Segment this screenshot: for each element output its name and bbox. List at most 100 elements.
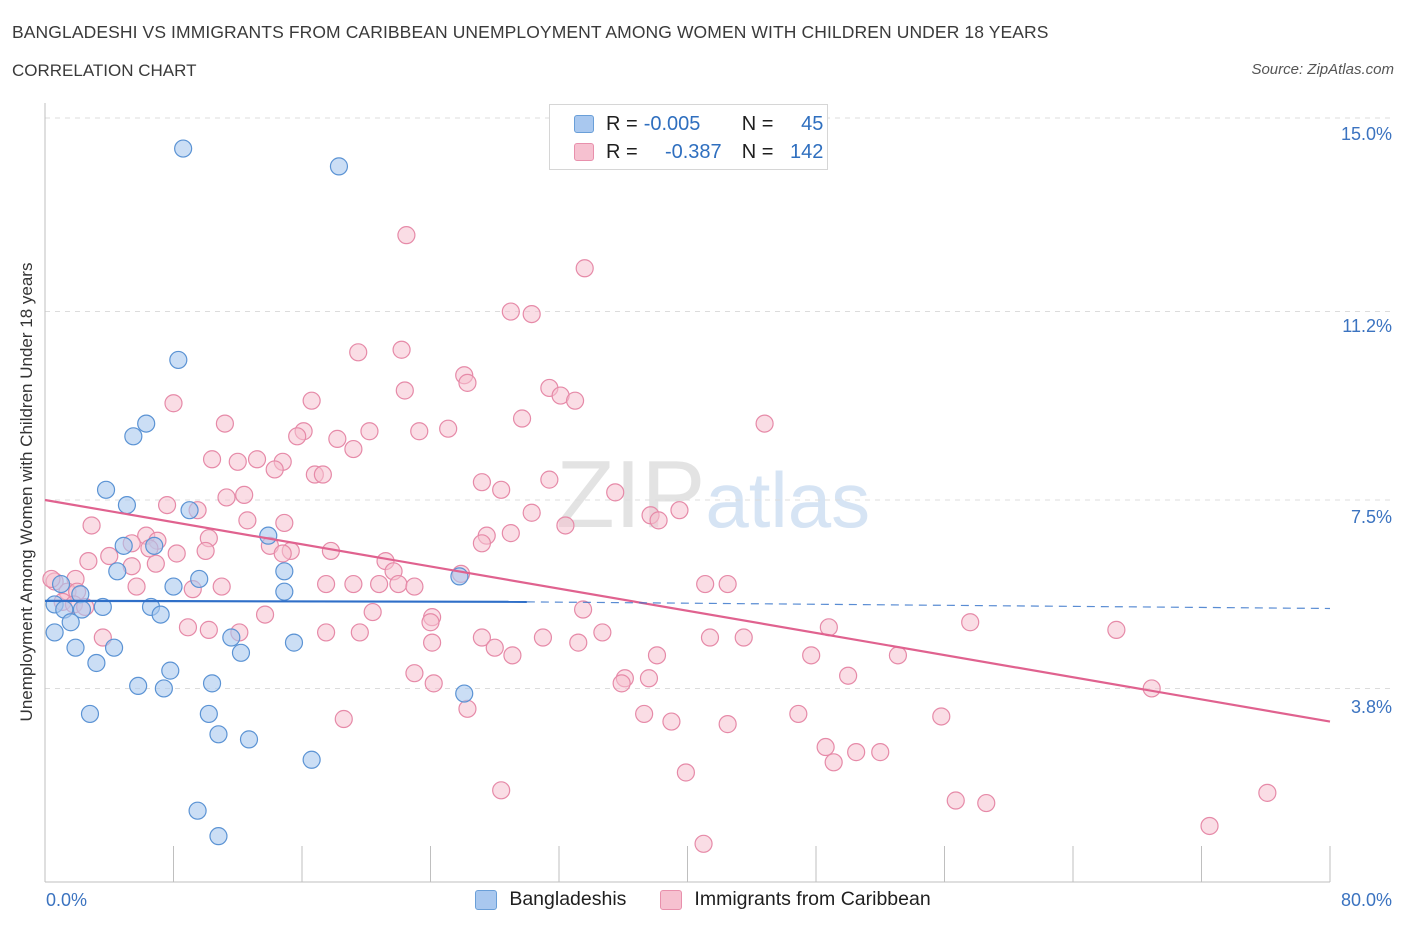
caribbean-point <box>421 613 440 632</box>
caribbean-point <box>492 480 511 499</box>
caribbean-point <box>977 793 996 813</box>
caribbean-point <box>146 554 165 573</box>
bangladeshi-point <box>154 679 173 698</box>
legend-r-label: R = <box>606 140 638 163</box>
bangladeshi-point <box>104 638 124 657</box>
x-tick-max: 80.0% <box>1340 890 1392 910</box>
chart-title: BANGLADESHI VS IMMIGRANTS FROM CARIBBEAN… <box>12 22 1049 42</box>
caribbean-point <box>932 707 951 726</box>
caribbean-point <box>439 419 458 438</box>
bangladeshi-point <box>164 577 183 596</box>
caribbean-point <box>569 633 588 652</box>
y-tick-11-2: 11.2% <box>1342 316 1392 336</box>
caribbean-point <box>512 409 532 428</box>
caribbean-point <box>501 302 520 321</box>
caribbean-point <box>328 429 347 448</box>
caribbean-point <box>606 483 625 502</box>
legend-r-value: -0.387 <box>664 140 722 163</box>
caribbean-point <box>228 452 247 471</box>
bangladeshi-point <box>329 157 349 176</box>
chart-subtitle: CORRELATION CHART <box>12 61 197 80</box>
caribbean-point <box>458 699 477 718</box>
caribbean-point <box>734 628 753 647</box>
bangladeshi-trendline <box>44 599 527 603</box>
bangladeshi-point <box>284 633 304 652</box>
caribbean-point <box>405 577 424 596</box>
legend-n-label: N = <box>741 112 774 135</box>
caribbean-point <box>612 674 631 693</box>
caribbean-point <box>392 340 411 359</box>
caribbean-point <box>389 574 408 594</box>
legend-r-value: -0.005 <box>643 112 701 135</box>
caribbean-point <box>275 513 294 533</box>
caribbean-point <box>816 737 835 757</box>
legend-label-caribbean: Immigrants from Caribbean <box>694 888 931 910</box>
bangladeshi-point <box>161 661 180 680</box>
caribbean-point <box>1258 783 1277 802</box>
bangladeshi-point <box>66 638 85 657</box>
caribbean-point <box>344 574 363 594</box>
caribbean-point <box>212 577 231 596</box>
caribbean-point <box>265 460 284 479</box>
caribbean-point <box>313 465 332 484</box>
caribbean-point <box>178 618 198 637</box>
source-note: Source: ZipAtlas.com <box>1251 61 1394 78</box>
y-tick-15-0: 15.0% <box>1340 124 1392 144</box>
watermark-zip: ZIP <box>556 441 706 548</box>
caribbean-point <box>273 544 292 563</box>
caribbean-point <box>316 623 336 642</box>
caribbean-point <box>789 704 808 724</box>
caribbean-point <box>946 791 965 810</box>
caribbean-point <box>215 414 234 433</box>
caribbean-point <box>533 628 553 647</box>
caribbean-point <box>676 763 695 782</box>
bangladeshi-point <box>188 801 207 820</box>
caribbean-point <box>255 605 275 624</box>
caribbean-point <box>649 511 668 530</box>
caribbean-point <box>410 422 429 441</box>
bangladeshi-point <box>190 569 209 589</box>
caribbean-point <box>694 834 713 853</box>
bangladeshi-point <box>108 562 127 581</box>
caribbean-point <box>397 226 416 245</box>
caribbean-point <box>472 534 491 553</box>
caribbean-point <box>472 473 491 492</box>
bangladeshi-point <box>61 613 80 632</box>
caribbean-point <box>662 712 681 731</box>
legend-n-value: 45 <box>801 112 824 135</box>
bangladeshi-point <box>209 827 228 846</box>
bangladeshi-point <box>117 495 137 515</box>
bangladeshi-point <box>80 704 100 724</box>
caribbean-point <box>370 574 389 594</box>
bangladeshi-point <box>275 582 294 601</box>
stats-legend: R = -0.005 N = 45 R = -0.387 N = 142 <box>549 104 828 170</box>
bangladeshi-trendline-extension <box>526 601 1331 610</box>
bangladeshi-point <box>199 704 218 724</box>
caribbean-point <box>247 450 267 469</box>
bangladeshi-point <box>114 536 133 555</box>
legend-swatch-blue <box>574 115 594 133</box>
caribbean-point <box>157 495 177 515</box>
bangladeshi-point <box>222 628 241 647</box>
legend-swatch-blue <box>475 889 498 910</box>
caribbean-point <box>670 501 689 520</box>
caribbean-point <box>847 743 866 762</box>
caribbean-point <box>458 373 477 392</box>
caribbean-point <box>639 669 659 688</box>
caribbean-trendline <box>44 498 1331 723</box>
legend-n-value: 142 <box>790 140 824 163</box>
bangladeshi-point <box>145 536 164 555</box>
bangladeshi-point <box>302 750 321 769</box>
caribbean-point <box>334 709 353 729</box>
legend-swatch-pink <box>574 143 594 161</box>
caribbean-point <box>350 623 369 642</box>
legend-label-bangladeshis: Bangladeshis <box>509 888 627 910</box>
caribbean-point <box>593 623 612 642</box>
bangladeshi-point <box>151 605 170 624</box>
caribbean-point <box>127 577 146 596</box>
caribbean-point <box>718 574 737 594</box>
bangladeshi-point <box>87 653 106 673</box>
caribbean-point <box>556 516 575 535</box>
caribbean-point <box>196 541 215 561</box>
bangladeshi-point <box>137 414 156 433</box>
